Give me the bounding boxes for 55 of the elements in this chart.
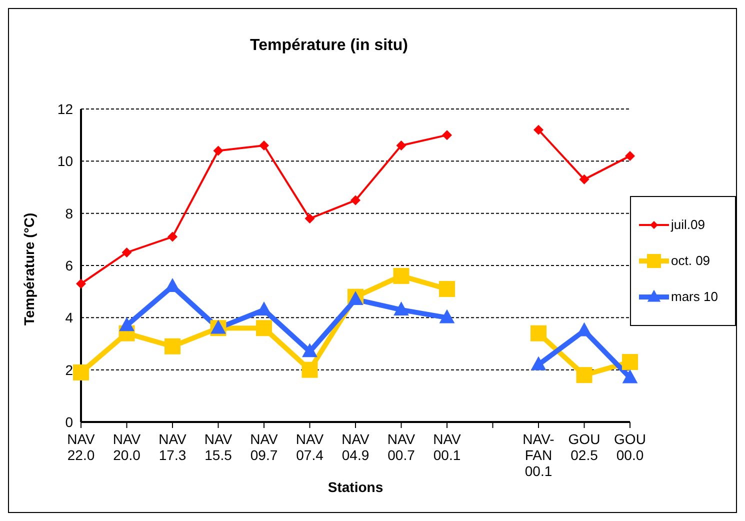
- x-tick-label: NAV 15.5: [204, 431, 233, 463]
- x-axis-title: Stations: [328, 479, 384, 495]
- y-tick-label: 10: [57, 153, 74, 170]
- point: [396, 140, 406, 151]
- x-tick-label: NAV 07.4: [296, 431, 324, 463]
- point: [576, 367, 592, 384]
- x-tick-label: GOU 02.5: [568, 431, 600, 463]
- point: [76, 278, 86, 289]
- point: [164, 278, 180, 292]
- x-tick-label: NAV 17.3: [158, 431, 188, 463]
- point: [164, 338, 180, 354]
- point: [302, 362, 318, 378]
- point: [168, 232, 178, 242]
- x-tick-label: NAV 00.7: [387, 431, 416, 463]
- point: [213, 146, 224, 156]
- x-tick-label: NAV 04.9: [342, 431, 370, 463]
- point: [256, 320, 272, 336]
- point: [119, 317, 134, 332]
- point: [259, 140, 269, 151]
- y-tick-label: 2: [65, 362, 74, 378]
- legend-label: juil.09: [671, 217, 705, 232]
- x-tick-label: NAV- FAN 00.1: [522, 431, 555, 479]
- point: [122, 247, 132, 258]
- point: [576, 322, 592, 336]
- y-tick-label: 8: [65, 205, 74, 222]
- point: [350, 195, 360, 206]
- point: [530, 356, 546, 370]
- point: [439, 309, 455, 324]
- x-tick-label: NAV 22.0: [67, 431, 96, 463]
- legend-label: oct. 09: [671, 253, 710, 268]
- point: [439, 280, 455, 297]
- point: [302, 343, 318, 358]
- y-tick-label: 6: [65, 257, 74, 274]
- point: [304, 214, 315, 224]
- point: [622, 354, 638, 370]
- point: [622, 369, 638, 384]
- point: [73, 364, 89, 380]
- x-tick-label: NAV 09.7: [250, 431, 279, 463]
- x-tick-label: NAV 00.1: [433, 431, 462, 463]
- x-tick-label: GOU 00.0: [614, 431, 646, 463]
- x-tick-label: NAV 20.0: [112, 431, 142, 463]
- point: [534, 124, 544, 135]
- y-tick-label: 4: [65, 310, 74, 326]
- point: [394, 301, 409, 316]
- point: [530, 325, 546, 342]
- y-tick-label: 12: [57, 100, 74, 117]
- point: [393, 268, 410, 284]
- point: [442, 130, 452, 140]
- y-tick-label: 0: [65, 414, 74, 430]
- point: [579, 174, 590, 184]
- point: [625, 150, 635, 161]
- chart-title: Température (in situ): [249, 37, 409, 55]
- point: [256, 301, 272, 316]
- y-axis-title: Température (°C): [20, 212, 37, 326]
- legend-label: mars 10: [671, 289, 718, 304]
